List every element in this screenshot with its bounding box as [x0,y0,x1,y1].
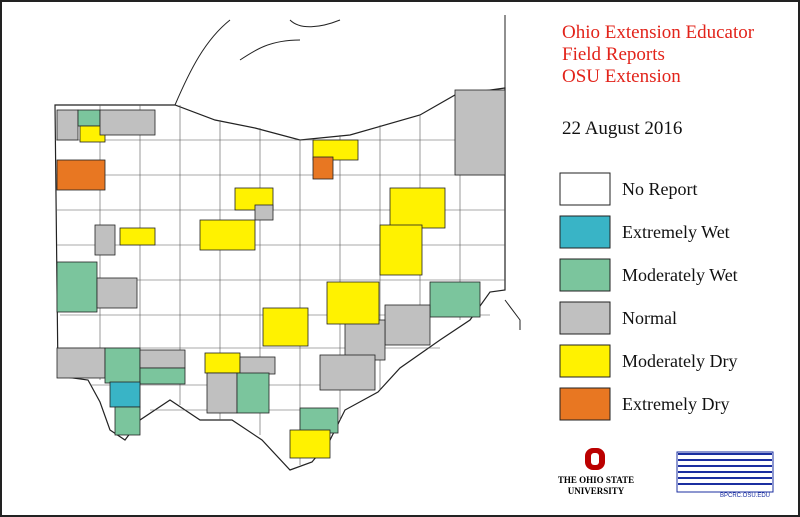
legend-swatch [559,172,611,206]
counties [56,89,506,459]
title-line: OSU Extension [562,66,681,87]
legend-label: Moderately Dry [622,351,737,371]
title-line: Ohio Extension Educator [562,22,755,43]
legend-label: Extremely Dry [622,394,729,414]
logo-text: THE OHIO STATE [558,475,634,485]
lake-lines [174,15,521,330]
legend-swatch [559,301,611,335]
legend-label: Normal [622,308,677,328]
legend-label: No Report [622,179,698,199]
legend-swatch [559,344,611,378]
osu-logo: THE OHIO STATE UNIVERSITY [558,448,634,496]
logo-text: BPCRC.OSU.EDU [720,493,770,499]
bpcrc-logo: BPCRC.OSU.EDU [676,451,774,499]
date: 22 August 2016 [562,118,682,139]
legend-label: Extremely Wet [622,222,730,242]
legend-swatch [559,387,611,421]
legend-swatch [559,258,611,292]
logo-text: UNIVERSITY [568,486,625,496]
title-line: Field Reports [562,44,665,65]
legend-swatch [559,215,611,249]
legend-label: Moderately Wet [622,265,738,285]
title: Ohio Extension Educator Field Reports OS… [562,22,755,87]
legend: No Report Extremely Wet Moderately Wet Norm… [559,172,738,421]
